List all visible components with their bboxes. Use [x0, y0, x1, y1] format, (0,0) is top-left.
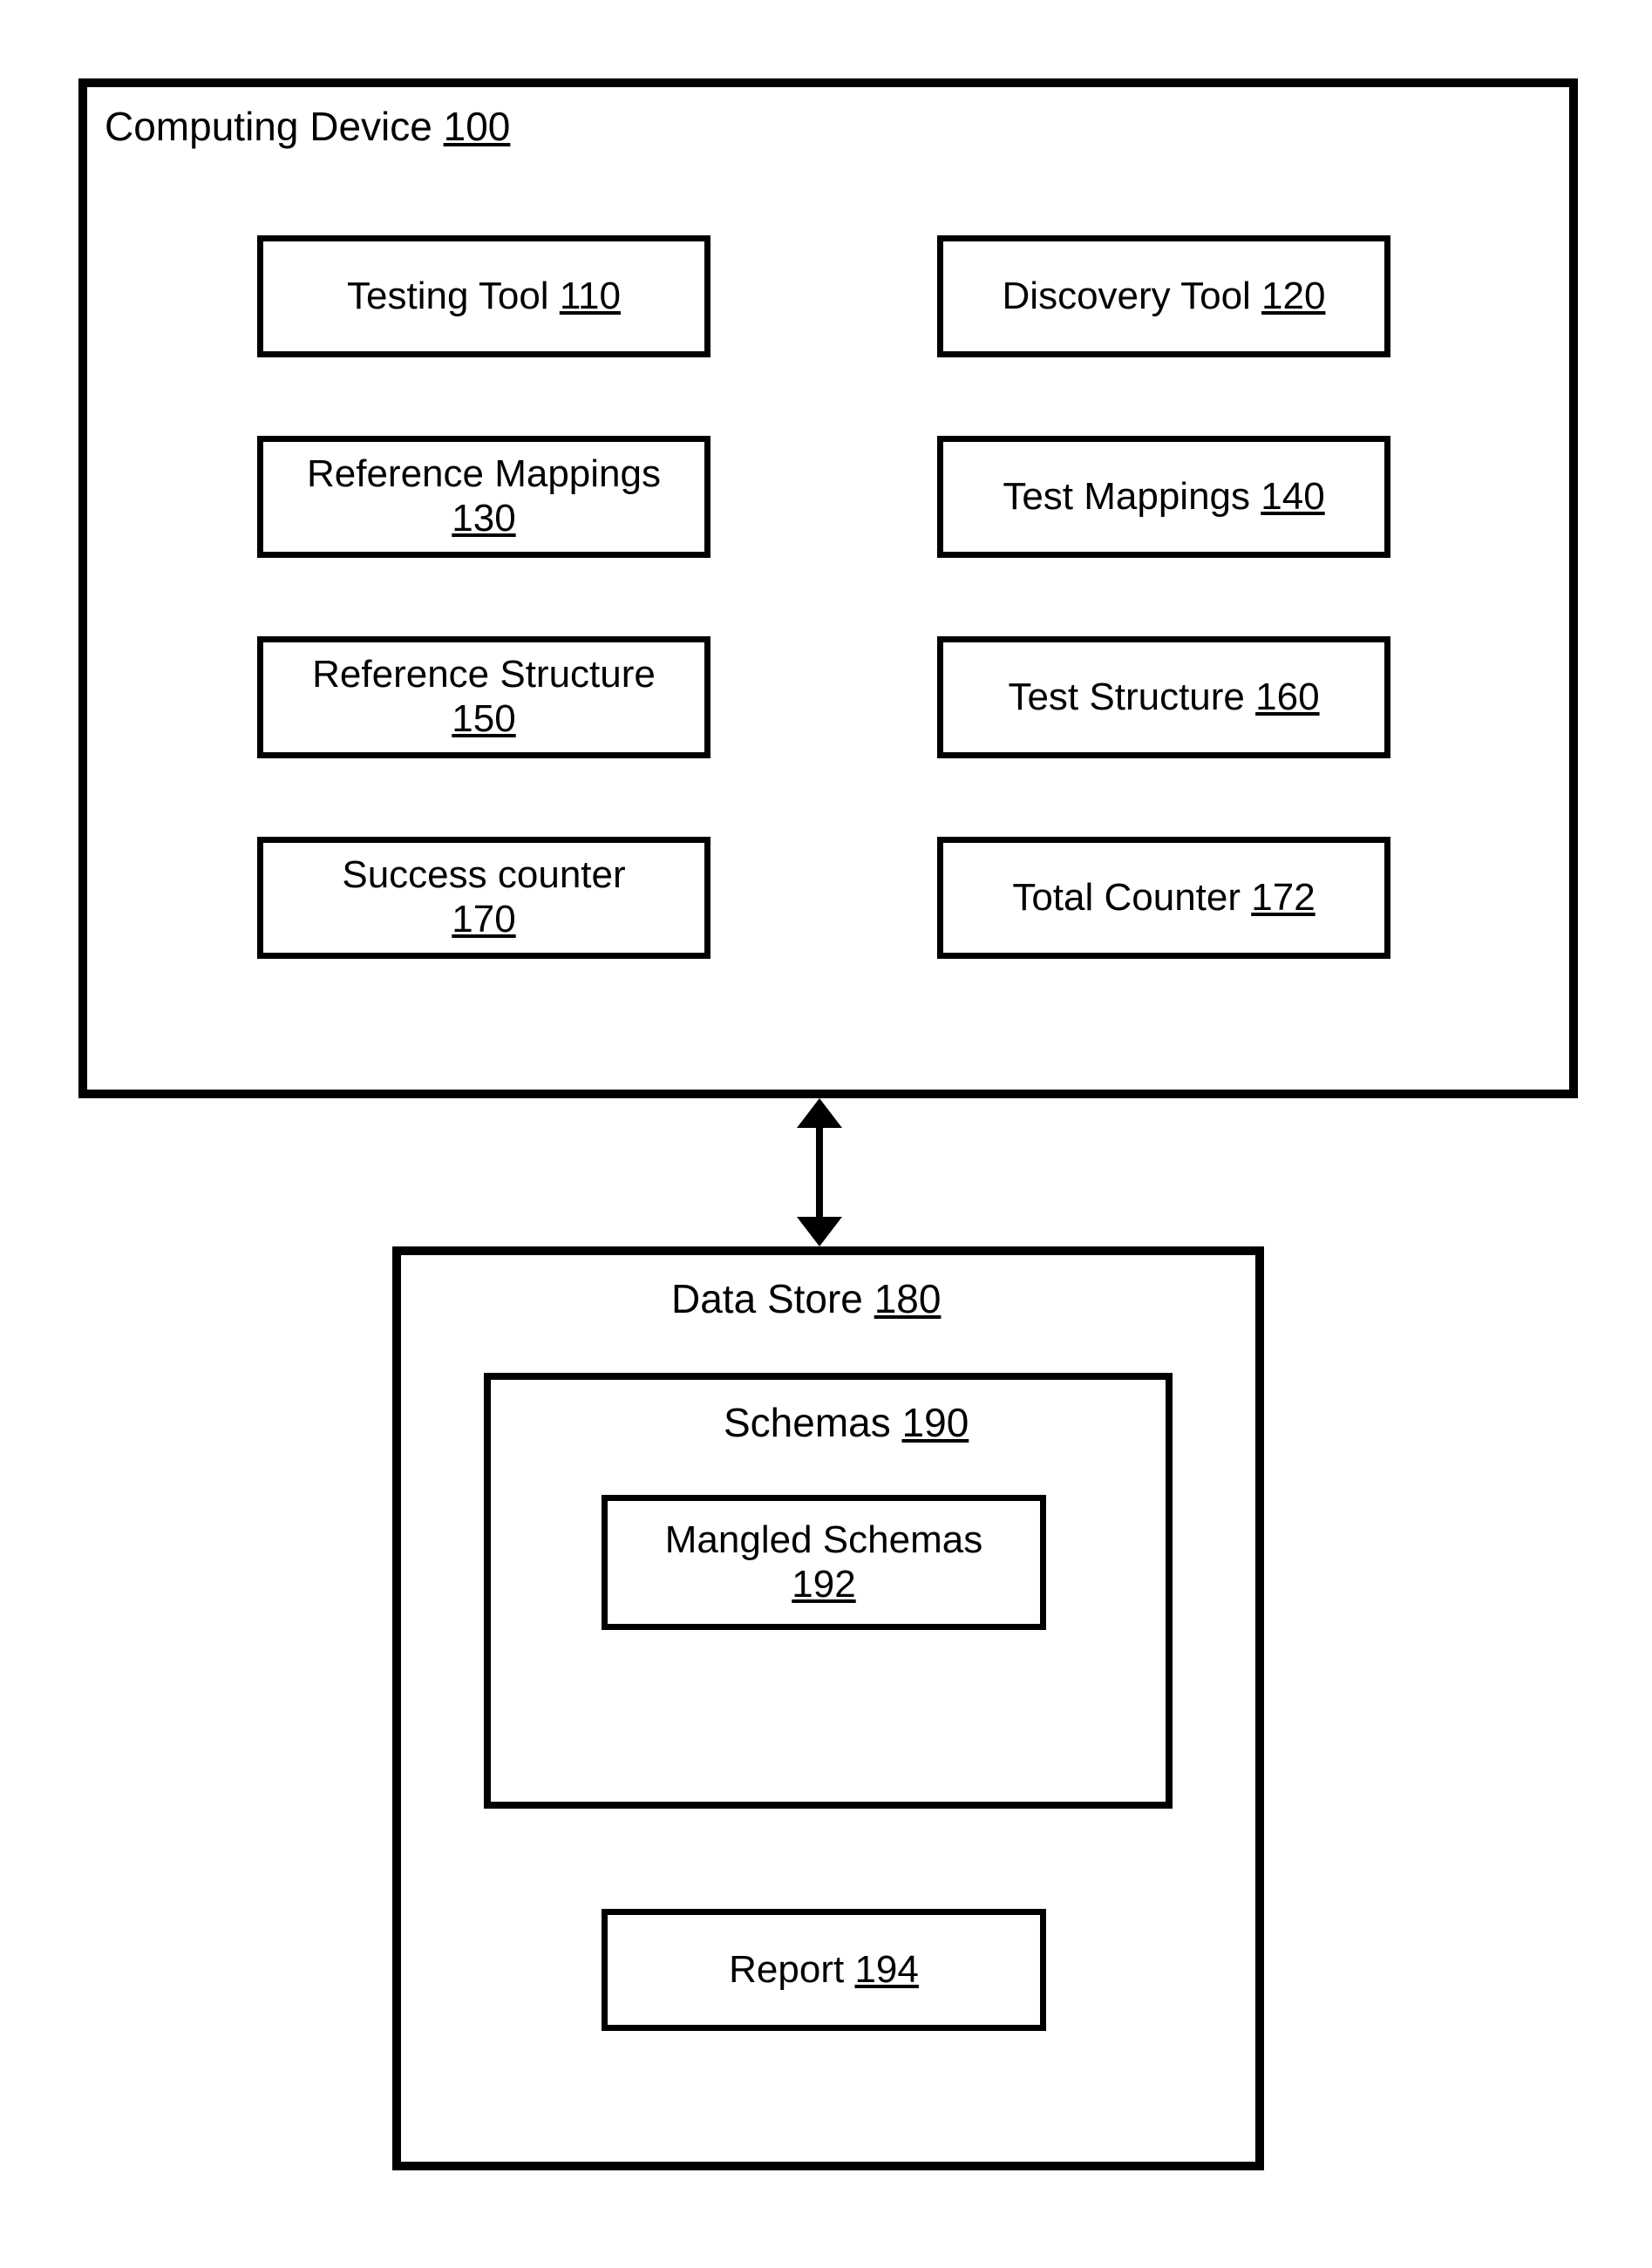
discovery-tool-label: Discovery Tool 120 — [1003, 275, 1326, 319]
computing-device-title: Computing Device 100 — [105, 103, 510, 150]
bidirectional-arrow-icon — [795, 1098, 844, 1246]
test-structure-label: Test Structure 160 — [1008, 676, 1319, 720]
testing-tool-label: Testing Tool 110 — [347, 275, 621, 319]
reference-mappings-label: Reference Mappings130 — [307, 452, 661, 540]
total-counter-label: Total Counter 172 — [1012, 876, 1315, 920]
reference-structure-label: Reference Structure150 — [312, 653, 656, 741]
mangled-schemas-label: Mangled Schemas192 — [665, 1518, 982, 1606]
testing-tool-box: Testing Tool 110 — [257, 235, 710, 357]
data-store-title: Data Store 180 — [671, 1275, 941, 1322]
success-counter-label: Success counter170 — [342, 853, 625, 941]
success-counter-box: Success counter170 — [257, 837, 710, 959]
total-counter-box: Total Counter 172 — [937, 837, 1390, 959]
reference-structure-box: Reference Structure150 — [257, 636, 710, 758]
test-mappings-box: Test Mappings 140 — [937, 436, 1390, 558]
mangled-schemas-box: Mangled Schemas192 — [602, 1495, 1046, 1630]
reference-mappings-box: Reference Mappings130 — [257, 436, 710, 558]
test-mappings-label: Test Mappings 140 — [1003, 475, 1324, 519]
test-structure-box: Test Structure 160 — [937, 636, 1390, 758]
report-box: Report 194 — [602, 1909, 1046, 2031]
schemas-title: Schemas 190 — [724, 1399, 969, 1446]
discovery-tool-box: Discovery Tool 120 — [937, 235, 1390, 357]
report-label: Report 194 — [729, 1948, 919, 1993]
